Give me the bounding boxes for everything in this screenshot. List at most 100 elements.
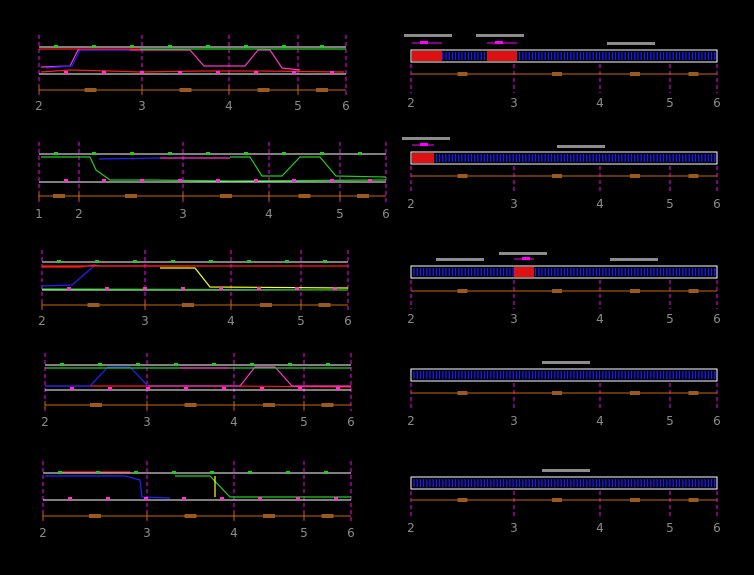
axis-label: 5 (297, 314, 305, 328)
elevation-panel-5: 2 3 4 5 6 (39, 461, 355, 540)
label-bar (607, 42, 655, 45)
dimension-tag (316, 88, 328, 92)
axis-label: 5 (666, 521, 674, 535)
marker (220, 497, 224, 500)
axis-label: 5 (666, 197, 674, 211)
axis-label: 2 (407, 312, 415, 326)
axis-label: 5 (300, 526, 308, 540)
marker (168, 152, 172, 155)
marker (244, 152, 248, 155)
axis-label: 3 (143, 415, 151, 429)
axis-label: 6 (344, 314, 352, 328)
axis-label: 2 (41, 415, 49, 429)
marker (68, 497, 72, 500)
axis-label: 4 (227, 314, 235, 328)
dimension-tag (552, 289, 562, 293)
label-bar (402, 137, 450, 140)
axis-label: 3 (510, 197, 518, 211)
label-bar (557, 145, 605, 148)
axis-label: 6 (382, 207, 390, 221)
marker (334, 497, 338, 500)
axis-label: 4 (596, 312, 604, 326)
marker (140, 71, 144, 74)
dimension-tag (179, 88, 192, 92)
marker (298, 387, 302, 390)
dimension-tag (552, 174, 562, 178)
trace-pink-2 (148, 366, 351, 387)
marker (102, 179, 106, 182)
marker (288, 363, 292, 366)
axis-label: 2 (75, 207, 83, 221)
marker (333, 287, 337, 290)
axis-label: 6 (713, 96, 721, 110)
elevation-panel-2: 1 2 3 4 5 6 (35, 142, 390, 221)
trace-green-2 (230, 156, 387, 178)
trace-blue-0 (45, 475, 171, 499)
marker (324, 471, 328, 474)
label-bar (542, 361, 590, 364)
marker (133, 260, 137, 263)
axis-label: 4 (230, 526, 238, 540)
marker (108, 387, 112, 390)
marker (92, 152, 96, 155)
dimension-tag (260, 303, 272, 307)
axis-label: 2 (407, 197, 415, 211)
dimension-tag (263, 514, 275, 518)
label-bar (499, 252, 547, 255)
label-bar (610, 258, 658, 261)
dimension-tag (318, 303, 331, 307)
dimension-tag (53, 194, 65, 198)
axis-label: 3 (510, 312, 518, 326)
marker (206, 45, 210, 48)
marker (285, 260, 289, 263)
dimension-tag (457, 72, 468, 76)
dimension-tag (321, 403, 334, 407)
dimension-tag (688, 289, 699, 293)
axis-label: 4 (230, 415, 238, 429)
marker (247, 260, 251, 263)
elevation-panel-1: 2 3 4 5 6 (35, 35, 350, 113)
marker (146, 387, 150, 390)
rebar-highlight (412, 51, 442, 61)
elevation-panel-4: 2 3 4 5 6 (41, 353, 355, 429)
section-panel-1: 2 3 4 5 6 (404, 34, 721, 110)
axis-label: 4 (596, 197, 604, 211)
marker (330, 179, 334, 182)
dimension-tag (220, 194, 232, 198)
axis-label: 4 (596, 414, 604, 428)
axis-label: 1 (35, 207, 43, 221)
marker (320, 45, 324, 48)
dimension-tag (298, 194, 311, 198)
marker (292, 179, 296, 182)
marker (323, 260, 327, 263)
axis-label: 6 (713, 521, 721, 535)
label-bar (436, 258, 484, 261)
trace-green-0 (41, 156, 387, 182)
dimension-tag (688, 72, 699, 76)
marker (260, 387, 264, 390)
axis-label: 2 (38, 314, 46, 328)
trace-yellow-2 (160, 267, 349, 289)
section-panel-5: 2 3 4 5 6 (407, 469, 721, 535)
trace-green-1 (175, 475, 351, 498)
marker (358, 152, 362, 155)
axis-label: 2 (39, 526, 47, 540)
marker (98, 363, 102, 366)
axis-label: 5 (666, 96, 674, 110)
dimension-tag (630, 72, 640, 76)
section-panel-2: 2 3 4 5 6 (402, 137, 721, 211)
marker (64, 71, 68, 74)
marker (286, 471, 290, 474)
rebar-highlight (487, 51, 517, 61)
axis-label: 4 (265, 207, 273, 221)
marker (216, 71, 220, 74)
axis-label: 3 (510, 96, 518, 110)
dimension-tag (630, 289, 640, 293)
marker (295, 287, 299, 290)
axis-label: 6 (713, 312, 721, 326)
marker (143, 287, 147, 290)
marker (250, 363, 254, 366)
dimension-tag (321, 514, 334, 518)
marker (210, 471, 214, 474)
